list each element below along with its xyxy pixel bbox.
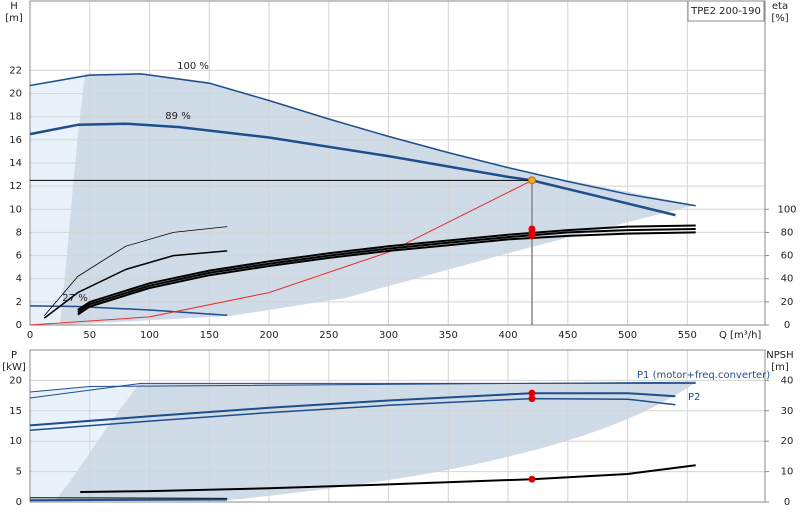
curve (29, 305, 228, 316)
y2-tick-label: 0 (784, 320, 790, 331)
x-tick-label: 150 (200, 330, 219, 341)
y-tick-label: 12 (9, 181, 22, 192)
x-tick-label: 500 (618, 330, 637, 341)
chart-title: TPE2 200-190 (690, 6, 761, 17)
curve (29, 122, 676, 217)
y-tick-label: 8 (16, 227, 22, 238)
y2-tick-label: 100 (777, 204, 796, 215)
annotation: 27 % (62, 293, 87, 304)
y2-tick-label: 10 (781, 467, 794, 478)
y-tick-label: 10 (9, 204, 22, 215)
x-tick-label: 250 (319, 330, 338, 341)
x-tick-label: 450 (558, 330, 577, 341)
y-axis-label: P (11, 350, 17, 361)
y2-tick-label: 40 (781, 375, 794, 386)
legend-label: P1 (motor+freq.converter) (637, 370, 770, 381)
y-tick-label: 16 (9, 135, 22, 146)
y2-axis-label: eta (772, 1, 788, 12)
point-marker (528, 232, 536, 240)
curve (29, 498, 228, 502)
point-marker (528, 395, 536, 403)
curve (43, 250, 228, 319)
y-tick-label: 2 (16, 297, 22, 308)
y2-tick-label: 0 (784, 497, 790, 508)
y2-axis-label: NPSH (766, 350, 793, 361)
x-tick-label: 300 (379, 330, 398, 341)
x-tick-label: 100 (140, 330, 159, 341)
y2-axis-label: [m] (771, 362, 789, 373)
y-axis-label: [m] (5, 13, 23, 24)
y2-tick-label: 60 (781, 251, 794, 262)
x-tick-label: 200 (259, 330, 278, 341)
range-shade (60, 73, 695, 325)
range-shade-light (30, 74, 85, 325)
y2-tick-label: 20 (781, 436, 794, 447)
x-tick-label: 400 (499, 330, 518, 341)
y-tick-label: 0 (16, 497, 22, 508)
curve (29, 179, 533, 326)
curve (77, 231, 696, 316)
y-tick-label: 4 (16, 274, 22, 285)
curve (29, 392, 676, 427)
y2-tick-label: 80 (781, 227, 794, 238)
y-tick-label: 0 (16, 320, 22, 331)
legend-label: P2 (688, 392, 700, 403)
y-tick-label: 14 (9, 158, 22, 169)
y-tick-label: 20 (9, 375, 22, 386)
curve (43, 226, 228, 316)
y2-tick-label: 40 (781, 274, 794, 285)
curve (80, 464, 696, 493)
curve (29, 397, 676, 432)
point-marker (528, 389, 536, 397)
y-tick-label: 6 (16, 251, 22, 262)
curve (77, 224, 696, 311)
annotation: 100 % (177, 61, 209, 72)
y2-tick-label: 20 (781, 297, 794, 308)
y-tick-label: 15 (9, 406, 22, 417)
chart-layer: 0 50 100 150 200 250 300 350 400 450 500 5500246810… (2, 0, 797, 508)
x-tick-label: 0 (27, 330, 33, 341)
y-axis-label: [kW] (2, 362, 26, 373)
y-tick-label: 5 (16, 467, 22, 478)
title-box (687, 0, 765, 22)
annotation: 89 % (165, 111, 190, 122)
x-tick-label: 50 (83, 330, 96, 341)
curve (77, 228, 696, 314)
point-marker (527, 176, 536, 185)
y-axis-label: H (10, 1, 18, 12)
point-marker (528, 475, 536, 483)
curve (29, 381, 696, 393)
y-tick-label: 10 (9, 436, 22, 447)
plot-frame (29, 0, 766, 326)
curve (29, 497, 228, 499)
curve (29, 73, 696, 207)
y2-tick-label: 30 (781, 406, 794, 417)
y-tick-label: 20 (9, 89, 22, 100)
y-tick-label: 18 (9, 112, 22, 123)
x-axis-label: Q [m³/h] (719, 330, 761, 341)
y-tick-label: 22 (9, 65, 22, 76)
plot-frame (29, 349, 766, 503)
y2-axis-label: [%] (771, 13, 788, 24)
x-tick-label: 550 (678, 330, 697, 341)
x-tick-label: 350 (439, 330, 458, 341)
